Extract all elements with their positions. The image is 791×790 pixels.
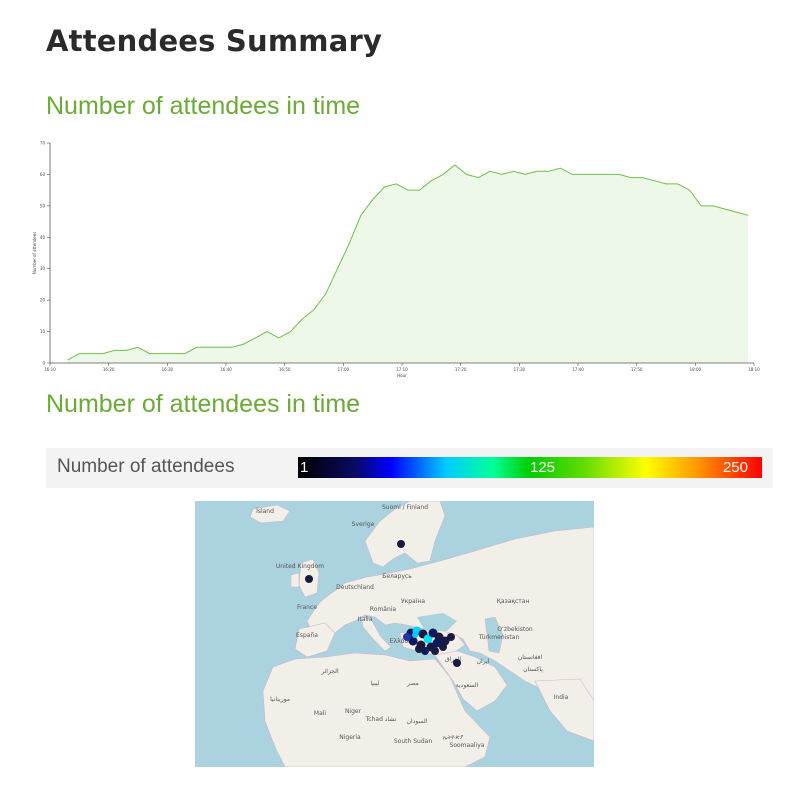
x-tick-label: 16:20 <box>103 367 115 372</box>
map-country-label: العراق <box>445 656 461 663</box>
attendee-marker[interactable] <box>447 633 455 641</box>
y-tick-label: 50 <box>40 203 46 208</box>
color-scale-gradient: 1 125 250 <box>298 457 762 478</box>
x-tick-label: 16:50 <box>279 367 291 372</box>
x-tick-label: 17:20 <box>455 367 467 372</box>
attendee-marker[interactable] <box>423 634 433 644</box>
x-tick-label: 17:00 <box>338 367 350 372</box>
map-country-label: España <box>296 632 318 639</box>
map-country-label: România <box>370 606 397 613</box>
attendees-line-chart: 0 10 20 30 40 50 60 70 16:10 16:20 16:30 16:40 16:50… <box>32 141 760 379</box>
x-tick-label: 16:10 <box>44 367 56 372</box>
attendee-marker-uk[interactable] <box>305 575 313 583</box>
attendee-marker[interactable] <box>431 647 439 655</box>
black-sea <box>417 613 457 631</box>
attendee-marker[interactable] <box>439 643 447 651</box>
map-country-label: السعودية <box>456 682 479 689</box>
attendee-markers <box>305 540 461 667</box>
map-country-label: Italia <box>358 616 373 623</box>
map-country-label: Suomi / Finland <box>382 504 428 511</box>
x-tick-label: 18:00 <box>690 367 702 372</box>
y-tick-label: 0 <box>42 361 45 366</box>
map-country-label: Mali <box>314 710 327 717</box>
y-tick-label: 30 <box>40 266 46 271</box>
x-tick-label: 17:40 <box>572 367 584 372</box>
map-country-label: Ελλάδα <box>390 638 413 645</box>
y-tick-label: 40 <box>40 235 46 240</box>
map-country-label: France <box>297 604 317 611</box>
map-country-label: موريتانيا <box>270 696 290 703</box>
map-country-label: Қазақстан <box>497 598 530 605</box>
map-country-label: Türkmenistan <box>478 634 520 641</box>
map-country-label: الجزائر <box>320 668 339 675</box>
scale-max-label: 250 <box>722 459 748 476</box>
attendee-marker-sweden[interactable] <box>397 540 405 548</box>
map-country-label: مصر <box>406 680 419 687</box>
legend-label: Number of attendees <box>57 456 235 477</box>
map-country-label: پاکستان <box>523 666 543 673</box>
attendee-marker[interactable] <box>415 645 423 653</box>
map-country-label: Україна <box>401 598 425 605</box>
map-country-label: Deutschland <box>336 584 374 591</box>
land-ireland <box>290 572 300 588</box>
y-tick-label: 70 <box>40 141 46 146</box>
map-section-title: Number of attendees in time <box>46 390 361 418</box>
attendee-marker[interactable] <box>403 633 411 641</box>
x-tick-label: 17:10 <box>396 367 408 372</box>
land-africa <box>262 652 491 767</box>
x-tick-label: 18:10 <box>748 367 760 372</box>
y-tick-label: 10 <box>40 329 46 334</box>
map-country-label: Беларусь <box>382 573 412 580</box>
map-country-label: ایران <box>477 658 490 665</box>
land-scandinavia <box>364 501 446 568</box>
y-tick-label: 20 <box>40 298 46 303</box>
scale-mid-label: 125 <box>530 459 556 476</box>
color-legend: Number of attendees 1 125 250 <box>46 448 773 488</box>
map-country-label: United Kingdom <box>276 563 324 570</box>
land-india <box>534 678 594 742</box>
map-country-label: Tchad تشاد <box>365 716 397 723</box>
map-country-label: South Sudan <box>394 738 432 745</box>
map-country-label: India <box>554 694 569 701</box>
x-axis-label: Hour <box>397 373 407 378</box>
attendees-map[interactable]: Ísland Suomi / Finland Sverige United Kingd… <box>195 501 594 767</box>
land-iberia <box>294 622 336 658</box>
map-country-label: ليبيا <box>370 680 379 687</box>
attendee-marker[interactable] <box>412 632 418 638</box>
map-country-label: Soomaaliya <box>450 742 485 749</box>
page-title: Attendees Summary <box>46 24 383 58</box>
scale-min-label: 1 <box>300 459 309 476</box>
line-chart-title: Number of attendees in time <box>46 92 361 120</box>
attendee-marker[interactable] <box>408 636 418 646</box>
attendee-marker-iraq[interactable] <box>453 659 461 667</box>
map-country-label: السودان <box>407 718 428 725</box>
map-country-label: Ísland <box>256 508 274 515</box>
map-country-label: Niger <box>345 708 362 715</box>
area-fill <box>67 165 749 363</box>
land-iceland <box>249 504 291 524</box>
x-tick-label: 17:50 <box>631 367 643 372</box>
series-line <box>67 164 749 361</box>
y-axis-label: Number of attendees <box>32 232 37 275</box>
x-tick-label: 16:30 <box>162 367 174 372</box>
x-tick-label: 17:30 <box>514 367 526 372</box>
map-country-label: Nigeria <box>339 734 361 741</box>
caspian-sea <box>484 616 504 654</box>
map-country-label: Oʻzbekiston <box>497 626 533 633</box>
map-country-label: ኢትዮጵያ <box>443 734 464 741</box>
map-country-label: Sverige <box>352 521 375 528</box>
x-tick-label: 16:40 <box>220 367 232 372</box>
map-country-label: افغانستان <box>518 654 543 661</box>
attendee-marker[interactable] <box>432 638 442 648</box>
y-tick-label: 60 <box>40 172 46 177</box>
land-italy <box>360 616 392 652</box>
